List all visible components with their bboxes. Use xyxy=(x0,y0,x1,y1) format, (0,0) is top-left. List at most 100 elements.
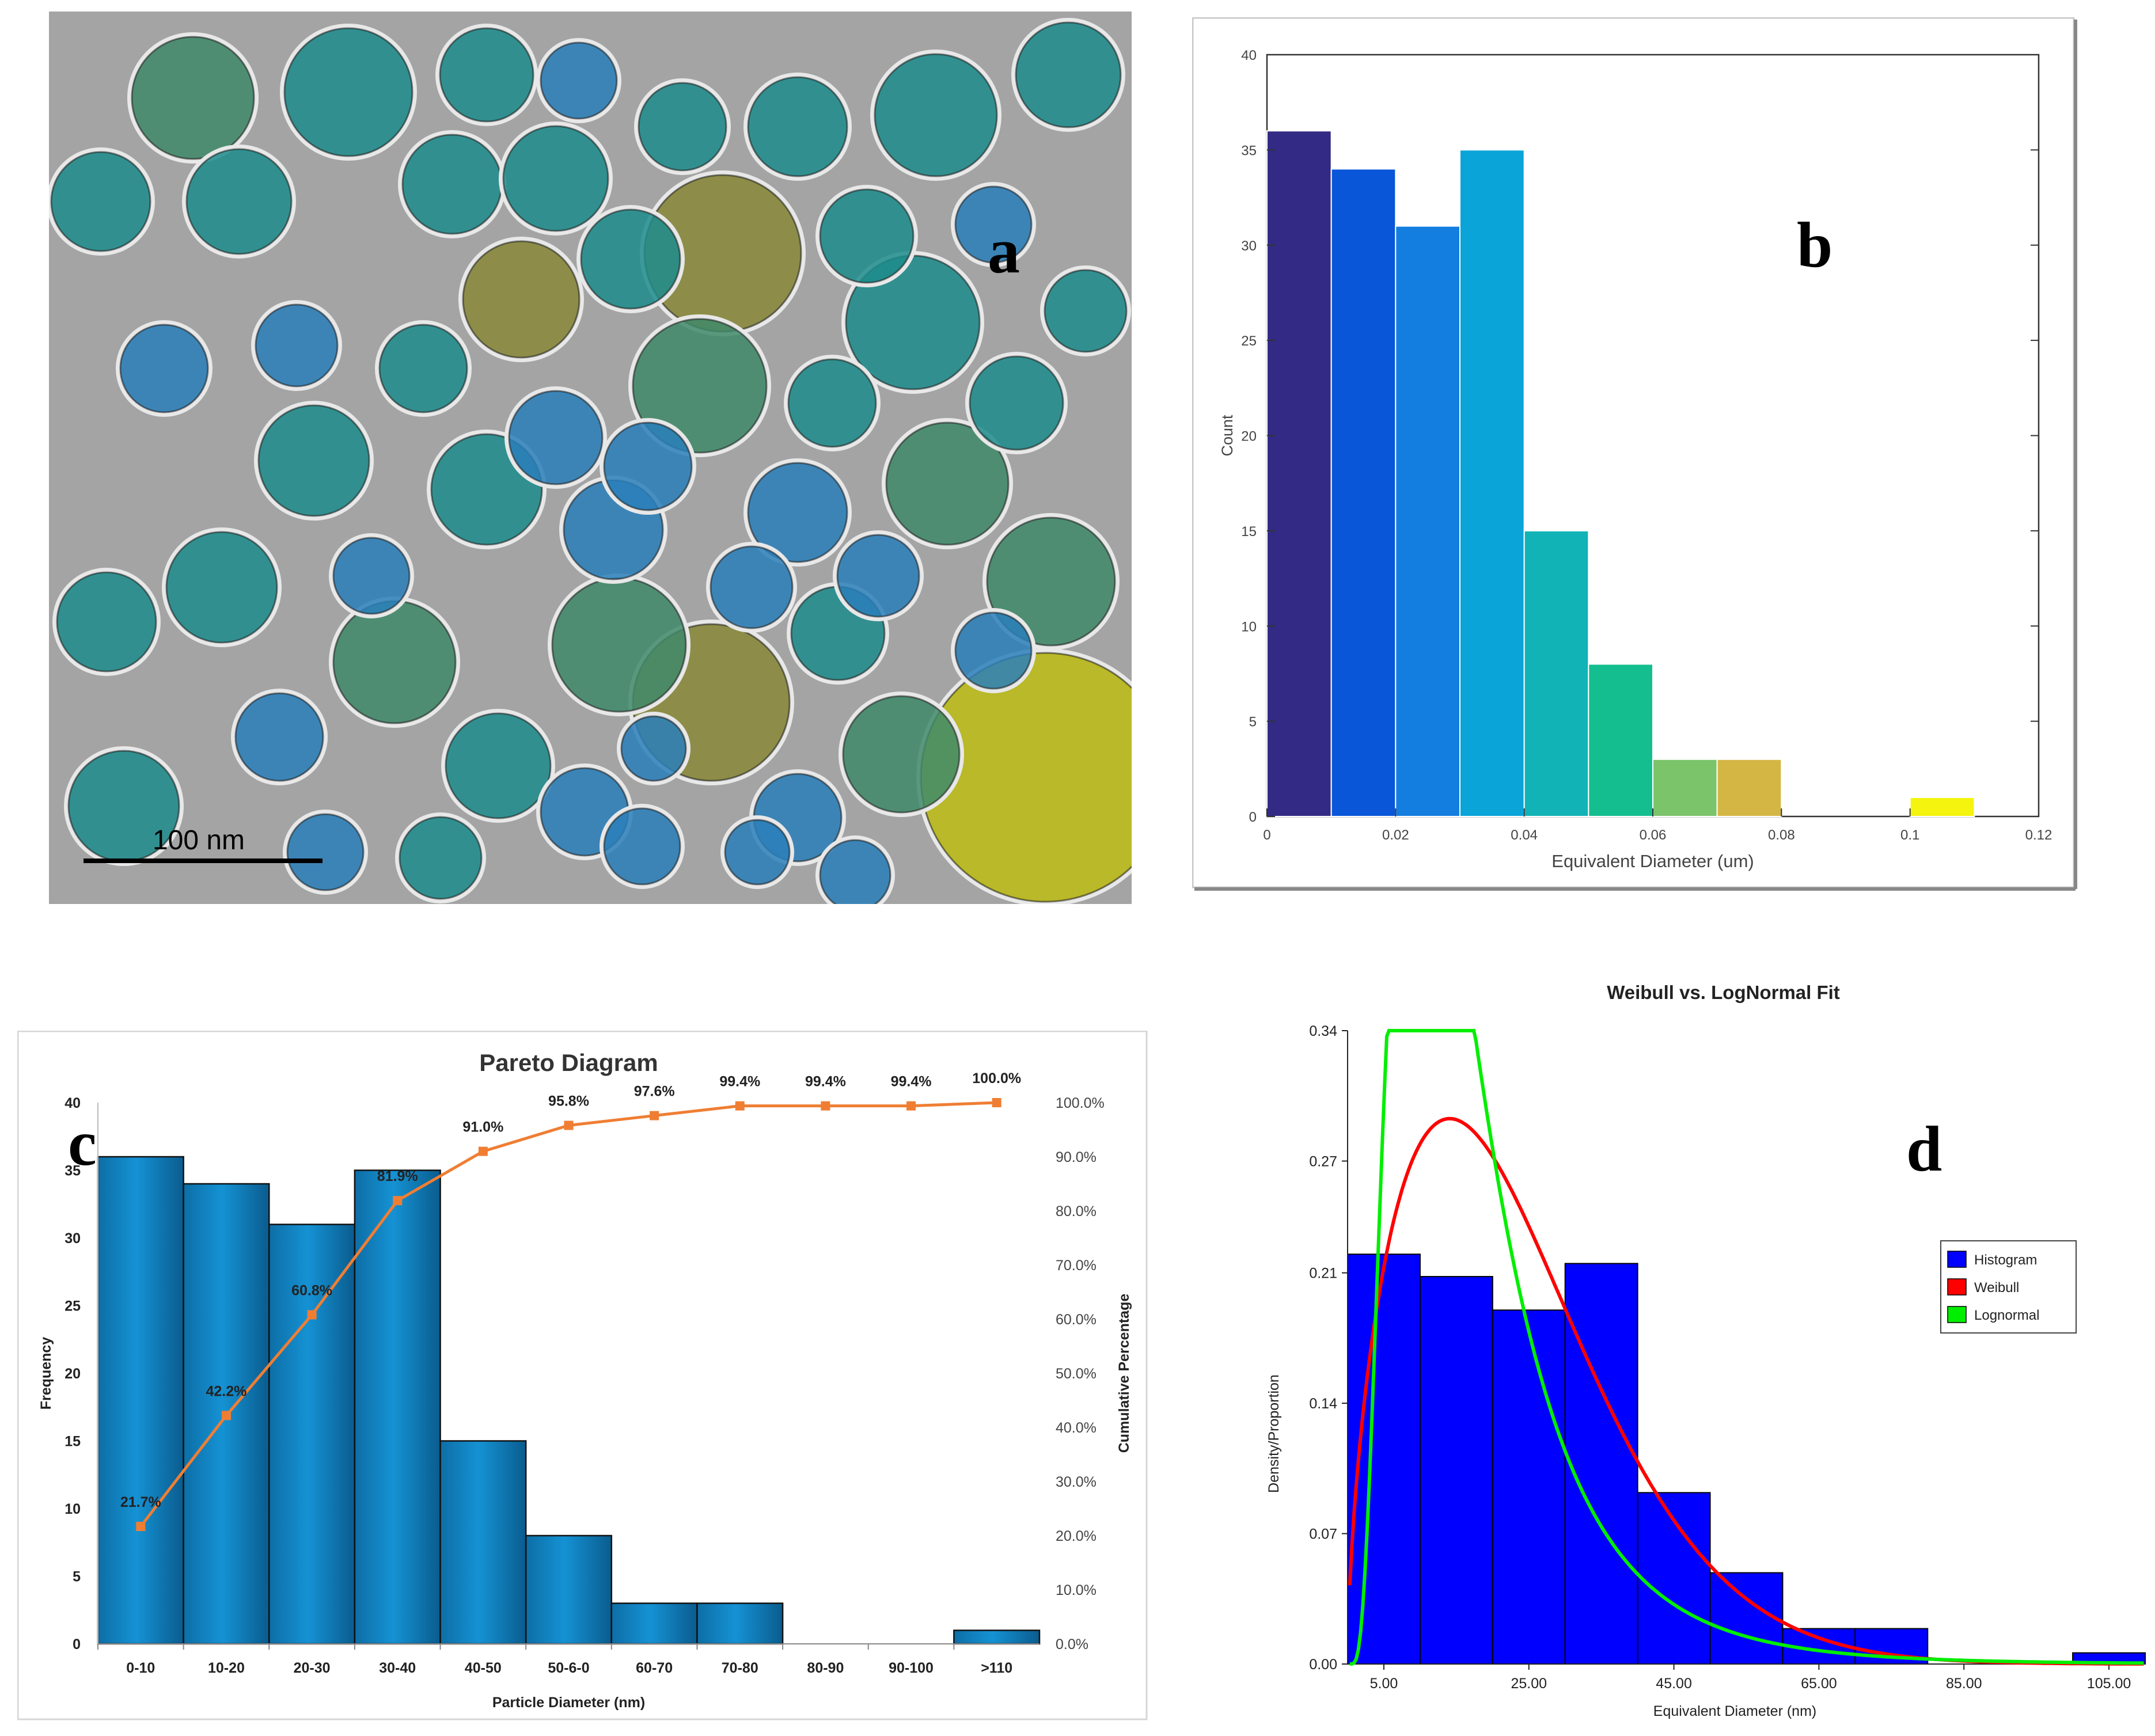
cumulative-marker xyxy=(136,1522,146,1532)
nanoparticle xyxy=(64,746,184,866)
cumulative-label: 97.6% xyxy=(634,1084,675,1100)
y-tick-label: 15 xyxy=(1241,524,1257,540)
y2-tick-label: 40.0% xyxy=(1056,1420,1097,1436)
nanoparticle-edge xyxy=(378,324,468,413)
nanoparticle xyxy=(116,320,213,417)
x-tick-label: 20-30 xyxy=(294,1660,331,1676)
y-tick-label: 20 xyxy=(65,1366,81,1382)
nanoparticle-edge xyxy=(1015,21,1122,128)
y-axis-title: Count xyxy=(1219,415,1236,457)
y-tick-label: 30 xyxy=(1241,238,1257,254)
nanoparticle xyxy=(720,815,794,889)
y-tick-label: 0 xyxy=(1249,810,1257,825)
histogram-bar xyxy=(1419,1276,1493,1665)
y-tick-label: 5 xyxy=(73,1569,81,1585)
nanoparticle-edge xyxy=(540,41,618,120)
x-tick-label: >110 xyxy=(981,1660,1012,1676)
y-axis-title: Frequency xyxy=(38,1337,54,1410)
y-tick-label: 0.07 xyxy=(1309,1526,1337,1543)
nanoparticle xyxy=(329,533,414,618)
nanoparticle-edge xyxy=(502,125,609,232)
nanoparticle-edge xyxy=(332,537,411,615)
nanoparticle xyxy=(628,314,771,457)
legend-label: Histogram xyxy=(1974,1252,2037,1268)
x-tick-label: 30-40 xyxy=(379,1660,416,1676)
x-tick-label: 0.08 xyxy=(1768,827,1795,843)
pareto-bar xyxy=(696,1602,784,1645)
x-tick-label: 90-100 xyxy=(889,1660,934,1676)
pareto-bar xyxy=(268,1224,356,1645)
panel-b: 0 5 10 15 20 25 30 35 40 0 0.02 0.04 0.06 0.08 0.1 0.12… xyxy=(1192,17,2079,892)
cumulative-label: 91.0% xyxy=(462,1119,503,1135)
y2-tick-label: 80.0% xyxy=(1056,1203,1097,1220)
nanoparticle xyxy=(951,182,1036,267)
y2-tick-label: 50.0% xyxy=(1056,1366,1097,1382)
x-tick-label: 0.06 xyxy=(1640,827,1667,843)
panel-a: 100 nm a xyxy=(47,12,1174,915)
x-tick-label: 0.1 xyxy=(1900,827,1919,843)
panel-d-letter: d xyxy=(1906,1114,1942,1185)
chart-b: 0 5 10 15 20 25 30 35 40 0 0.02 0.04 0.06 0.08 0.1 0.12… xyxy=(1192,17,2077,891)
y-tick-label: 10 xyxy=(1241,619,1257,635)
x-tick-label: 0.02 xyxy=(1382,827,1409,843)
x-axis-title: Equivalent Diameter (um) xyxy=(1551,851,1754,871)
pareto-bar xyxy=(439,1440,527,1645)
histogram-bar xyxy=(1330,168,1397,818)
nanoparticle-edge xyxy=(885,421,1010,546)
cumulative-marker xyxy=(393,1196,403,1206)
nanoparticle xyxy=(743,458,852,567)
cumulative-marker xyxy=(821,1101,830,1111)
histogram-bar xyxy=(1492,1309,1566,1665)
nanoparticle-edge xyxy=(255,303,339,388)
x-tick-label: 25.00 xyxy=(1511,1676,1547,1692)
y2-axis-title: Cumulative Percentage xyxy=(1116,1294,1132,1453)
x-tick-label: 0.12 xyxy=(2025,827,2052,843)
nanoparticle-edge xyxy=(603,807,681,886)
nanoparticle xyxy=(634,78,731,175)
nanoparticle xyxy=(882,418,1013,549)
histogram-bar xyxy=(1459,149,1525,817)
x-tick-label: 70-80 xyxy=(722,1660,758,1676)
nanoparticle-edge xyxy=(954,611,1033,690)
cumulative-marker xyxy=(307,1310,317,1320)
x-tick-label: 60-70 xyxy=(636,1660,673,1676)
nanoparticle xyxy=(965,352,1068,454)
y-tick-label: 40 xyxy=(1241,48,1257,63)
y2-tick-label: 20.0% xyxy=(1056,1528,1097,1544)
x-axis-title: Equivalent Diameter (nm) xyxy=(1653,1703,1816,1719)
pareto-bar xyxy=(610,1602,698,1645)
tem-micrograph: 100 nm xyxy=(47,12,1174,915)
y2-tick-label: 60.0% xyxy=(1056,1312,1097,1328)
nanoparticle-edge xyxy=(620,715,687,782)
histogram-bar xyxy=(1588,663,1653,818)
lognormal-curve xyxy=(1349,1029,2144,1666)
cumulative-marker xyxy=(906,1101,916,1111)
nanoparticle-edge xyxy=(165,531,278,644)
y-tick-label: 35 xyxy=(1241,143,1257,158)
nanoparticle xyxy=(839,692,964,817)
nanoparticle-edge xyxy=(283,27,413,157)
legend-swatch xyxy=(1947,1251,1967,1268)
x-tick-label: 65.00 xyxy=(1801,1676,1837,1692)
scale-bar-label: 100 nm xyxy=(153,825,245,856)
nanoparticle-edge xyxy=(131,36,255,160)
nanoparticle-edge xyxy=(747,76,848,177)
nanoparticle xyxy=(499,121,613,235)
y2-tick-label: 10.0% xyxy=(1056,1582,1097,1598)
y-axis-title: Density/Proportion xyxy=(1266,1374,1282,1493)
nanoparticle-edge xyxy=(234,692,324,782)
x-tick-label: 0.04 xyxy=(1511,827,1538,843)
x-tick-label: 5.00 xyxy=(1370,1676,1398,1692)
nanoparticle-edge xyxy=(986,516,1116,647)
nanoparticle xyxy=(47,147,155,256)
y2-tick-label: 100.0% xyxy=(1056,1095,1105,1111)
y-tick-label: 10 xyxy=(65,1501,81,1517)
nanoparticle xyxy=(548,573,690,716)
cumulative-label: 60.8% xyxy=(291,1282,332,1298)
nanoparticle-edge xyxy=(1044,269,1128,353)
pareto-bar xyxy=(354,1169,441,1645)
x-tick-label: 0-10 xyxy=(126,1660,155,1676)
nanoparticle xyxy=(504,386,607,489)
nanoparticle xyxy=(283,810,368,895)
nanoparticle-edge xyxy=(580,208,681,310)
